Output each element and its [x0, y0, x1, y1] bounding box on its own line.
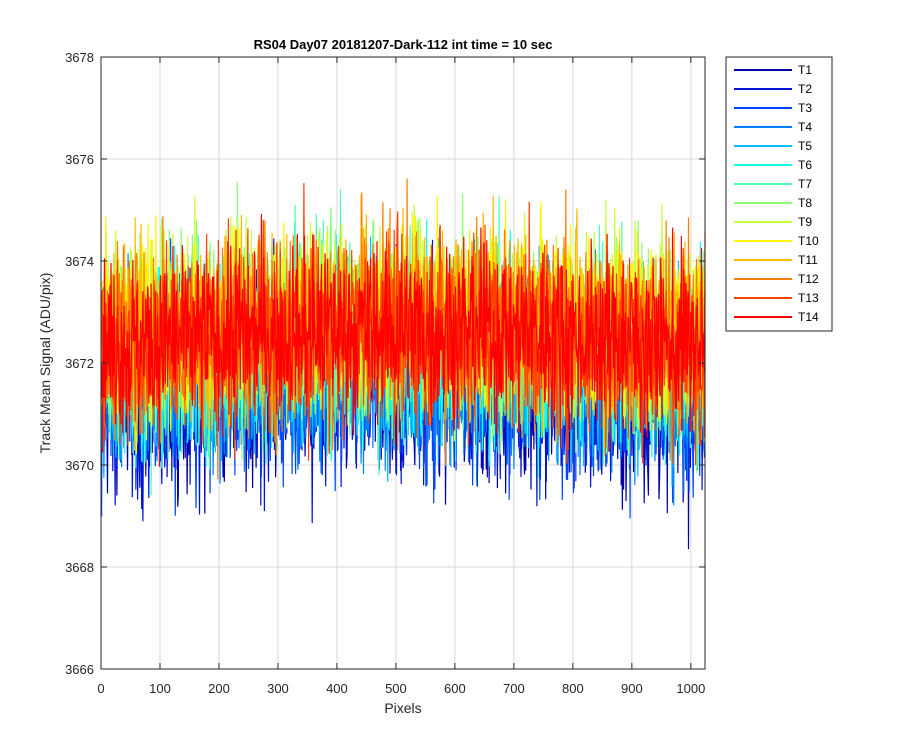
axis-ticks: 0 100 200 300 400 500 600 700 800 900 1000 3666 3668… [65, 50, 705, 696]
y-tick-label: 3678 [65, 50, 94, 65]
x-tick-label: 500 [385, 681, 407, 696]
legend-label: T4 [798, 120, 812, 134]
legend-label: T1 [798, 63, 812, 77]
legend-label: T11 [798, 253, 818, 267]
legend-label: T7 [798, 177, 812, 191]
y-tick-label: 3668 [65, 560, 94, 575]
series-lines [101, 178, 706, 550]
x-tick-label: 0 [97, 681, 104, 696]
legend-label: T8 [798, 196, 812, 210]
x-tick-label: 300 [267, 681, 289, 696]
x-tick-label: 900 [621, 681, 643, 696]
legend-label: T9 [798, 215, 812, 229]
legend-label: T13 [798, 291, 819, 305]
y-tick-label: 3674 [65, 254, 94, 269]
legend: T1 T2 T3 T4 T5 T6 T7 T8 T9 T10 T11 T12 T13 T14 [725, 56, 833, 332]
y-axis-label: Track Mean Signal (ADU/pix) [37, 273, 53, 454]
x-tick-label: 400 [326, 681, 348, 696]
legend-label: T12 [798, 272, 819, 286]
legend-label: T2 [798, 82, 812, 96]
series-line-t14 [101, 213, 706, 467]
x-tick-label: 100 [149, 681, 171, 696]
x-tick-label: 200 [208, 681, 230, 696]
legend-label: T10 [798, 234, 819, 248]
y-tick-label: 3670 [65, 458, 94, 473]
legend-label: T3 [798, 101, 812, 115]
x-tick-label: 700 [503, 681, 525, 696]
chart-title: RS04 Day07 20181207-Dark-112 int time = … [254, 37, 553, 52]
x-tick-label: 600 [444, 681, 466, 696]
y-tick-label: 3676 [65, 152, 94, 167]
legend-box [725, 56, 833, 332]
x-tick-label: 800 [562, 681, 584, 696]
x-tick-label: 1000 [676, 681, 705, 696]
y-tick-label: 3666 [65, 662, 94, 677]
legend-label: T5 [798, 139, 812, 153]
x-axis-label: Pixels [384, 700, 421, 716]
legend-label: T6 [798, 158, 812, 172]
y-tick-label: 3672 [65, 356, 94, 371]
legend-label: T14 [798, 310, 819, 324]
